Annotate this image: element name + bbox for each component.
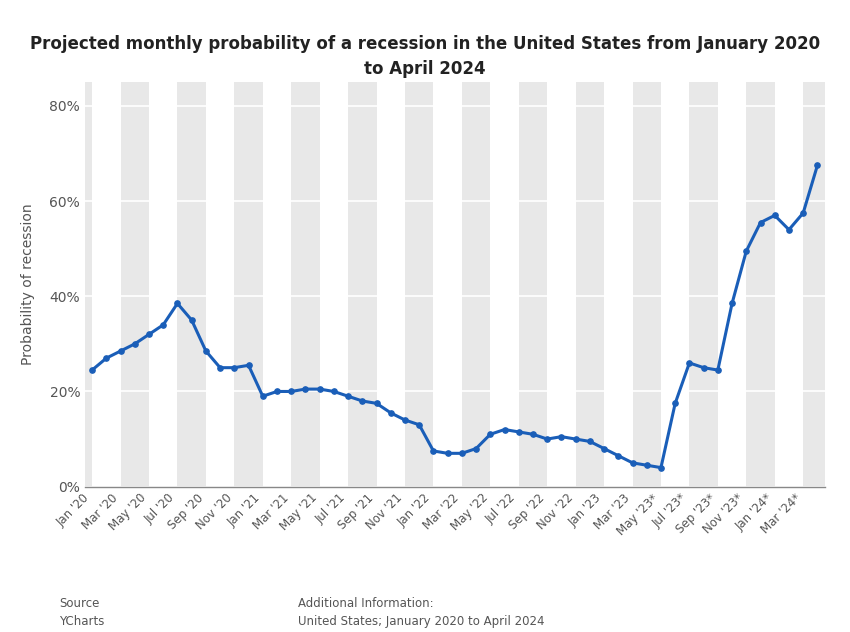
Bar xyxy=(575,82,604,487)
Bar xyxy=(689,82,718,487)
Text: Projected monthly probability of a recession in the United States from January 2: Projected monthly probability of a reces… xyxy=(30,35,820,78)
Bar xyxy=(661,82,689,487)
Bar xyxy=(462,82,490,487)
Bar xyxy=(518,82,547,487)
Bar xyxy=(803,82,818,487)
Bar xyxy=(263,82,292,487)
Bar xyxy=(178,82,206,487)
Bar xyxy=(320,82,348,487)
Bar xyxy=(235,82,263,487)
Bar xyxy=(434,82,462,487)
Text: Source
YCharts
© Statista 2023: Source YCharts © Statista 2023 xyxy=(60,597,154,632)
Text: Additional Information:
United States; January 2020 to April 2024: Additional Information: United States; J… xyxy=(298,597,544,628)
Bar xyxy=(547,82,575,487)
Bar xyxy=(348,82,377,487)
Bar xyxy=(149,82,178,487)
Bar xyxy=(774,82,803,487)
Bar xyxy=(121,82,149,487)
Bar xyxy=(746,82,774,487)
Bar xyxy=(718,82,746,487)
Bar xyxy=(92,82,121,487)
Bar xyxy=(490,82,518,487)
Bar xyxy=(206,82,235,487)
Bar xyxy=(377,82,405,487)
Bar xyxy=(604,82,632,487)
Bar xyxy=(292,82,320,487)
Y-axis label: Probability of recession: Probability of recession xyxy=(21,204,36,365)
Bar xyxy=(632,82,661,487)
Bar xyxy=(405,82,434,487)
